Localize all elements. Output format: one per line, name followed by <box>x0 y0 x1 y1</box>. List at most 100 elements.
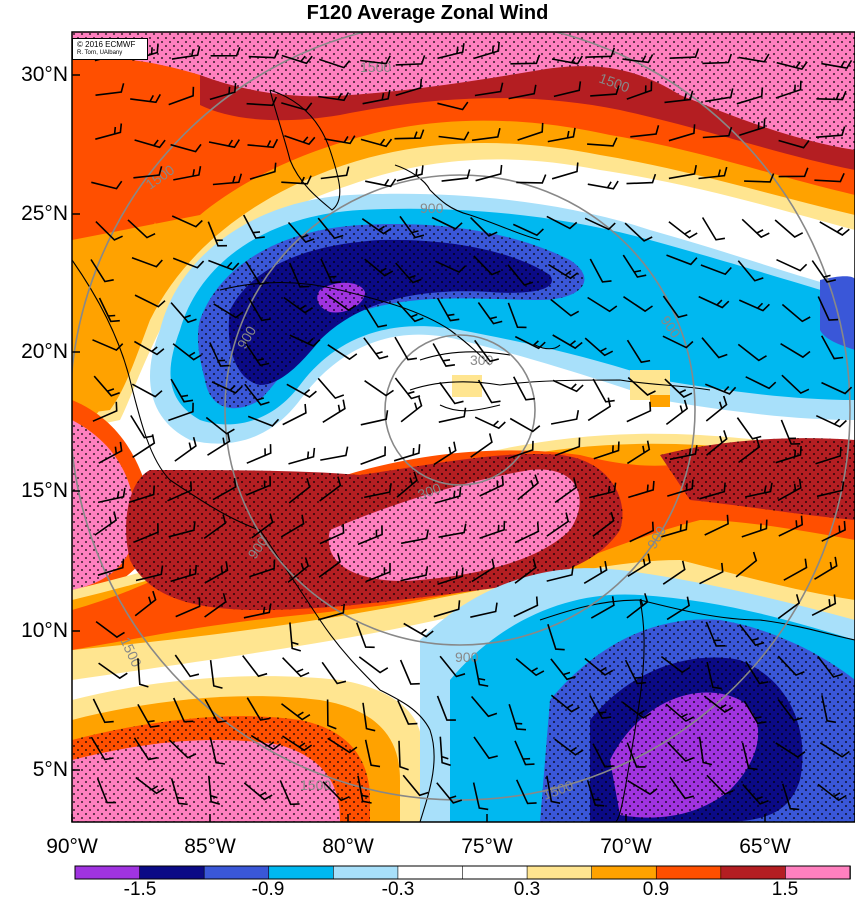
colorbar <box>74 865 851 880</box>
wind-barb <box>627 553 651 577</box>
contour-label: 900 <box>455 649 479 665</box>
wind-barb <box>209 737 226 765</box>
wind-barb <box>360 410 389 426</box>
wind-barb <box>248 297 271 322</box>
wind-barb <box>288 478 311 504</box>
wind-barb <box>431 216 463 230</box>
wind-barb <box>207 221 228 247</box>
wind-barb <box>816 90 847 101</box>
wind-barb <box>394 129 425 140</box>
wind-barb <box>776 61 808 71</box>
wind-barb <box>706 661 722 690</box>
wind-barb <box>593 441 620 460</box>
wind-barb <box>441 169 471 182</box>
wind-barb <box>396 165 424 182</box>
wind-barb <box>394 336 418 361</box>
wind-barb <box>210 47 241 57</box>
wind-barb <box>204 561 229 584</box>
wind-barb <box>622 254 647 278</box>
wind-barb <box>355 622 375 649</box>
wind-barb <box>775 80 802 99</box>
wind-barb <box>668 164 697 180</box>
wind-barb <box>396 471 418 498</box>
wind-barb <box>514 335 546 350</box>
wind-barb <box>587 397 611 422</box>
wind-barb <box>588 482 617 499</box>
wind-barb <box>364 483 392 499</box>
wind-barb <box>172 257 205 269</box>
wind-barb <box>774 219 804 238</box>
wind-barb <box>780 343 811 359</box>
wind-barb <box>212 173 243 186</box>
wind-barb <box>814 172 845 183</box>
wind-barb <box>362 702 376 732</box>
wind-barb <box>777 699 803 722</box>
wind-barb <box>550 658 576 681</box>
wind-barb <box>474 416 506 430</box>
wind-barb <box>479 475 504 497</box>
wind-barb <box>630 125 660 138</box>
wind-barb <box>168 402 194 422</box>
wind-barb <box>668 124 696 142</box>
wind-barb <box>211 381 243 394</box>
wind-barb <box>245 476 272 496</box>
wind-barb <box>514 558 537 584</box>
lat-label-30n: 30°N <box>21 63 68 86</box>
wind-barb <box>546 512 570 537</box>
wind-barb <box>433 600 461 618</box>
wind-barb <box>661 520 688 538</box>
wind-barb <box>778 139 810 149</box>
wind-barb <box>395 78 423 97</box>
wind-barb <box>363 337 389 360</box>
contour-label: 1500 <box>300 777 331 793</box>
wind-barb <box>133 523 159 543</box>
wind-barb <box>471 128 501 142</box>
wind-barb <box>174 436 197 462</box>
wind-barb <box>626 440 651 465</box>
wind-barb <box>738 299 770 312</box>
wind-barb <box>546 775 561 804</box>
axis-ticks <box>71 74 766 822</box>
wind-barb <box>98 441 123 464</box>
wind-barb <box>472 782 489 811</box>
wind-barb <box>95 221 123 241</box>
wind-barb <box>781 303 811 323</box>
wind-barb <box>94 511 118 536</box>
wind-barb <box>820 335 844 360</box>
wind-barb <box>171 215 203 228</box>
wind-barb <box>438 407 467 423</box>
contour-label: 900 <box>420 200 444 216</box>
wind-barb <box>702 53 733 65</box>
colorbar-label: 0.3 <box>513 879 541 900</box>
wind-barb <box>473 255 501 276</box>
wind-barb <box>738 624 765 647</box>
wind-barb <box>515 657 545 677</box>
wind-barb <box>242 655 268 678</box>
wind-barb <box>629 521 655 543</box>
wind-barb <box>318 552 342 578</box>
wind-barb <box>317 377 345 400</box>
wind-barb <box>507 302 527 329</box>
wind-barb <box>321 661 347 685</box>
wind-barb <box>134 340 165 356</box>
wind-barb <box>400 396 423 423</box>
wind-barb <box>90 259 114 283</box>
wind-barb <box>137 658 149 688</box>
wind-barb <box>783 558 808 581</box>
wind-barb <box>587 137 618 147</box>
wind-barb <box>246 697 270 721</box>
wind-barb <box>739 118 766 137</box>
wind-barb <box>209 660 223 689</box>
credit-line-1: © 2016 ECMWF <box>77 40 136 49</box>
wind-barb <box>361 218 392 235</box>
wind-barb <box>358 656 389 674</box>
wind-barb <box>516 174 547 184</box>
lon-label-80w: 80°W <box>322 835 374 858</box>
wind-barb <box>662 335 694 349</box>
wind-barb <box>815 446 842 465</box>
coastlines <box>72 89 855 822</box>
wind-barb <box>626 401 652 423</box>
wind-barbs <box>90 41 853 811</box>
wind-barb <box>584 217 616 231</box>
wind-barb <box>592 743 614 768</box>
